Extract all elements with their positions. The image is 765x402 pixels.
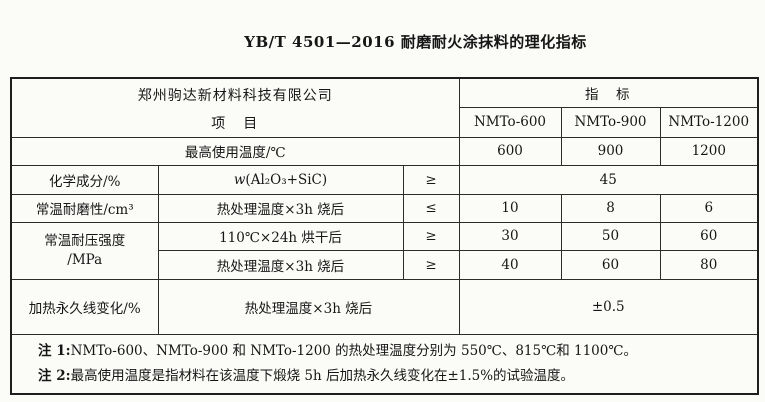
note-text: NMTo-600、NMTo-900 和 NMTo-1200 的热处理温度分别为 … bbox=[70, 342, 637, 359]
condition-cell: 热处理温度×3h 烧后 bbox=[157, 193, 404, 223]
note-text: 最高使用温度是指材料在该温度下煅烧 5h 后加热永久线变化在±1.5%的试验温度… bbox=[70, 367, 575, 384]
document-title: YB/T 4501—2016 耐磨耐火涂抹料的理化指标 bbox=[244, 33, 587, 51]
spec-table: 郑州驹达新材料科技有限公司 项 目 指 标 NMTo-600 NMTo-900 … bbox=[10, 77, 759, 395]
threshold-symbol: ≥ bbox=[402, 221, 460, 251]
value-cell: 50 bbox=[560, 221, 661, 251]
row-label-line1: 常温耐压强度 bbox=[44, 232, 126, 249]
value-cell: 1200 bbox=[659, 136, 759, 166]
value-cell: 60 bbox=[659, 221, 759, 251]
note-label: 注 1: bbox=[38, 342, 71, 359]
condition-cell: 110℃×24h 烘干后 bbox=[157, 221, 404, 251]
company-name: 郑州驹达新材料科技有限公司 bbox=[137, 88, 333, 105]
condition-cell: 热处理温度×3h 烧后 bbox=[157, 278, 460, 335]
value-cell: 600 bbox=[458, 136, 562, 166]
condition-cell: 热处理温度×3h 烧后 bbox=[157, 249, 404, 280]
item-header-label: 项 目 bbox=[211, 116, 260, 133]
notes-cell: 注 1:NMTo-600、NMTo-900 和 NMTo-1200 的热处理温度… bbox=[10, 333, 759, 394]
value-cell: 45 bbox=[458, 164, 759, 195]
row-label: 最高使用温度/℃ bbox=[10, 136, 460, 166]
table-row-notes: 注 1:NMTo-600、NMTo-900 和 NMTo-1200 的热处理温度… bbox=[10, 333, 759, 394]
threshold-symbol: ≥ bbox=[402, 164, 460, 195]
threshold-symbol: ≤ bbox=[402, 193, 460, 223]
note-line: 注 1:NMTo-600、NMTo-900 和 NMTo-1200 的热处理温度… bbox=[38, 339, 747, 364]
formula-symbol-w: w bbox=[233, 171, 246, 188]
table-row-strength-fired: 热处理温度×3h 烧后 ≥ 40 60 80 bbox=[11, 249, 759, 280]
table-row-linear-change: 加热永久线变化/% 热处理温度×3h 烧后 ±0.5 bbox=[10, 278, 759, 335]
item-header-cell: 郑州驹达新材料科技有限公司 项 目 bbox=[10, 77, 460, 138]
row-label: 加热永久线变化/% bbox=[10, 278, 159, 335]
table-row-strength-dried: 常温耐压强度 /MPa 110℃×24h 烘干后 ≥ 30 50 60 bbox=[10, 221, 759, 280]
threshold-symbol: ≥ bbox=[402, 249, 460, 280]
grade-column-header: NMTo-600 bbox=[458, 106, 562, 138]
row-label: 常温耐磨性/cm³ bbox=[10, 193, 159, 223]
value-cell: 80 bbox=[659, 249, 759, 280]
row-label-line2: /MPa bbox=[67, 251, 103, 268]
indicator-header-label: 指 标 bbox=[458, 77, 759, 108]
value-cell: 10 bbox=[458, 193, 562, 223]
table-row-chemical: 化学成分/% w(Al₂O₃+SiC) ≥ 45 bbox=[10, 164, 759, 195]
grade-column-header: NMTo-1200 bbox=[659, 106, 759, 138]
value-cell: 40 bbox=[458, 249, 562, 280]
formula-rest: (Al₂O₃+SiC) bbox=[245, 171, 328, 188]
row-label: 常温耐压强度 /MPa bbox=[10, 221, 159, 280]
condition-cell: w(Al₂O₃+SiC) bbox=[157, 164, 404, 195]
value-cell: 60 bbox=[560, 249, 661, 280]
grade-column-header: NMTo-900 bbox=[560, 106, 661, 138]
table-row-max-temp: 最高使用温度/℃ 600 900 1200 bbox=[10, 136, 759, 166]
value-cell: 30 bbox=[458, 221, 562, 251]
value-cell: 900 bbox=[560, 136, 661, 166]
header-row-indicator: 郑州驹达新材料科技有限公司 项 目 指 标 bbox=[10, 77, 759, 138]
note-label: 注 2: bbox=[38, 367, 71, 384]
row-label: 化学成分/% bbox=[10, 164, 159, 195]
value-cell: 6 bbox=[659, 193, 759, 223]
value-cell: 8 bbox=[560, 193, 661, 223]
note-line: 注 2:最高使用温度是指材料在该温度下煅烧 5h 后加热永久线变化在±1.5%的… bbox=[38, 364, 747, 389]
header-row-grades: NMTo-600 NMTo-900 NMTo-1200 bbox=[11, 106, 759, 138]
value-cell: ±0.5 bbox=[458, 278, 759, 335]
table-row-abrasion: 常温耐磨性/cm³ 热处理温度×3h 烧后 ≤ 10 8 6 bbox=[10, 193, 759, 223]
